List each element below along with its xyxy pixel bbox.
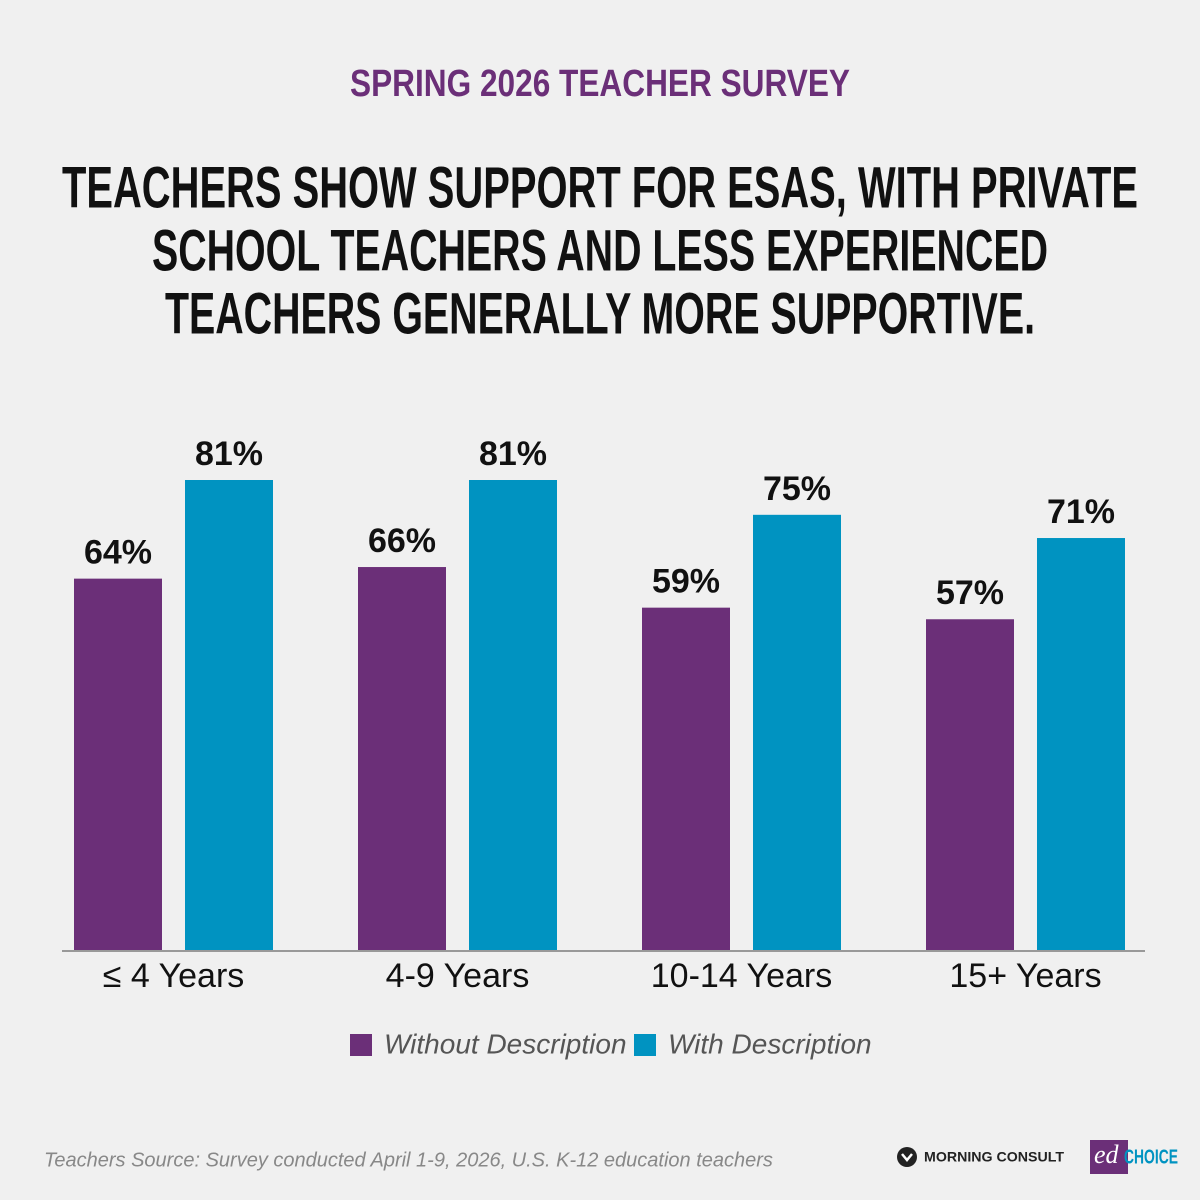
value-label: 66% [368, 522, 436, 560]
logo-badge [1090, 1140, 1128, 1174]
logo-text: MORNING CONSULT [924, 1149, 1064, 1165]
chart-subtitle: SPRING 2026 TEACHER SURVEY [350, 63, 850, 105]
x-tick-label: 10-14 Years [651, 957, 833, 995]
value-label: 81% [195, 435, 263, 473]
bar [358, 567, 446, 950]
logo-icon [897, 1147, 917, 1167]
value-label: 64% [84, 534, 152, 572]
bar [74, 578, 162, 950]
legend-label: With Description [668, 1028, 872, 1059]
bar [469, 480, 557, 950]
logo-text: CHOICE [1124, 1146, 1178, 1168]
x-tick-label: 15+ Years [949, 957, 1101, 995]
logo-text: ed [1094, 1140, 1120, 1169]
value-label: 81% [479, 435, 547, 473]
bar [642, 607, 730, 950]
bar [1037, 538, 1125, 950]
bar [753, 514, 841, 950]
legend-swatch [350, 1034, 372, 1056]
legend-swatch [634, 1034, 656, 1056]
legend-label: Without Description [384, 1028, 627, 1059]
source-note: Teachers Source: Survey conducted April … [44, 1149, 773, 1171]
logo-icon-mark [901, 1153, 913, 1162]
value-label: 71% [1047, 493, 1115, 531]
x-tick-label: 4-9 Years [386, 957, 530, 995]
chart-title: SCHOOL TEACHERS AND LESS EXPERIENCED [152, 218, 1048, 283]
bar [185, 480, 273, 950]
value-label: 59% [652, 563, 720, 601]
chart-title: TEACHERS GENERALLY MORE SUPPORTIVE. [165, 281, 1035, 346]
bar [926, 619, 1014, 950]
value-label: 57% [936, 574, 1004, 612]
value-label: 75% [763, 470, 831, 508]
x-tick-label: ≤ 4 Years [103, 957, 245, 995]
chart-title: TEACHERS SHOW SUPPORT FOR ESAS, WITH PRI… [62, 155, 1138, 220]
